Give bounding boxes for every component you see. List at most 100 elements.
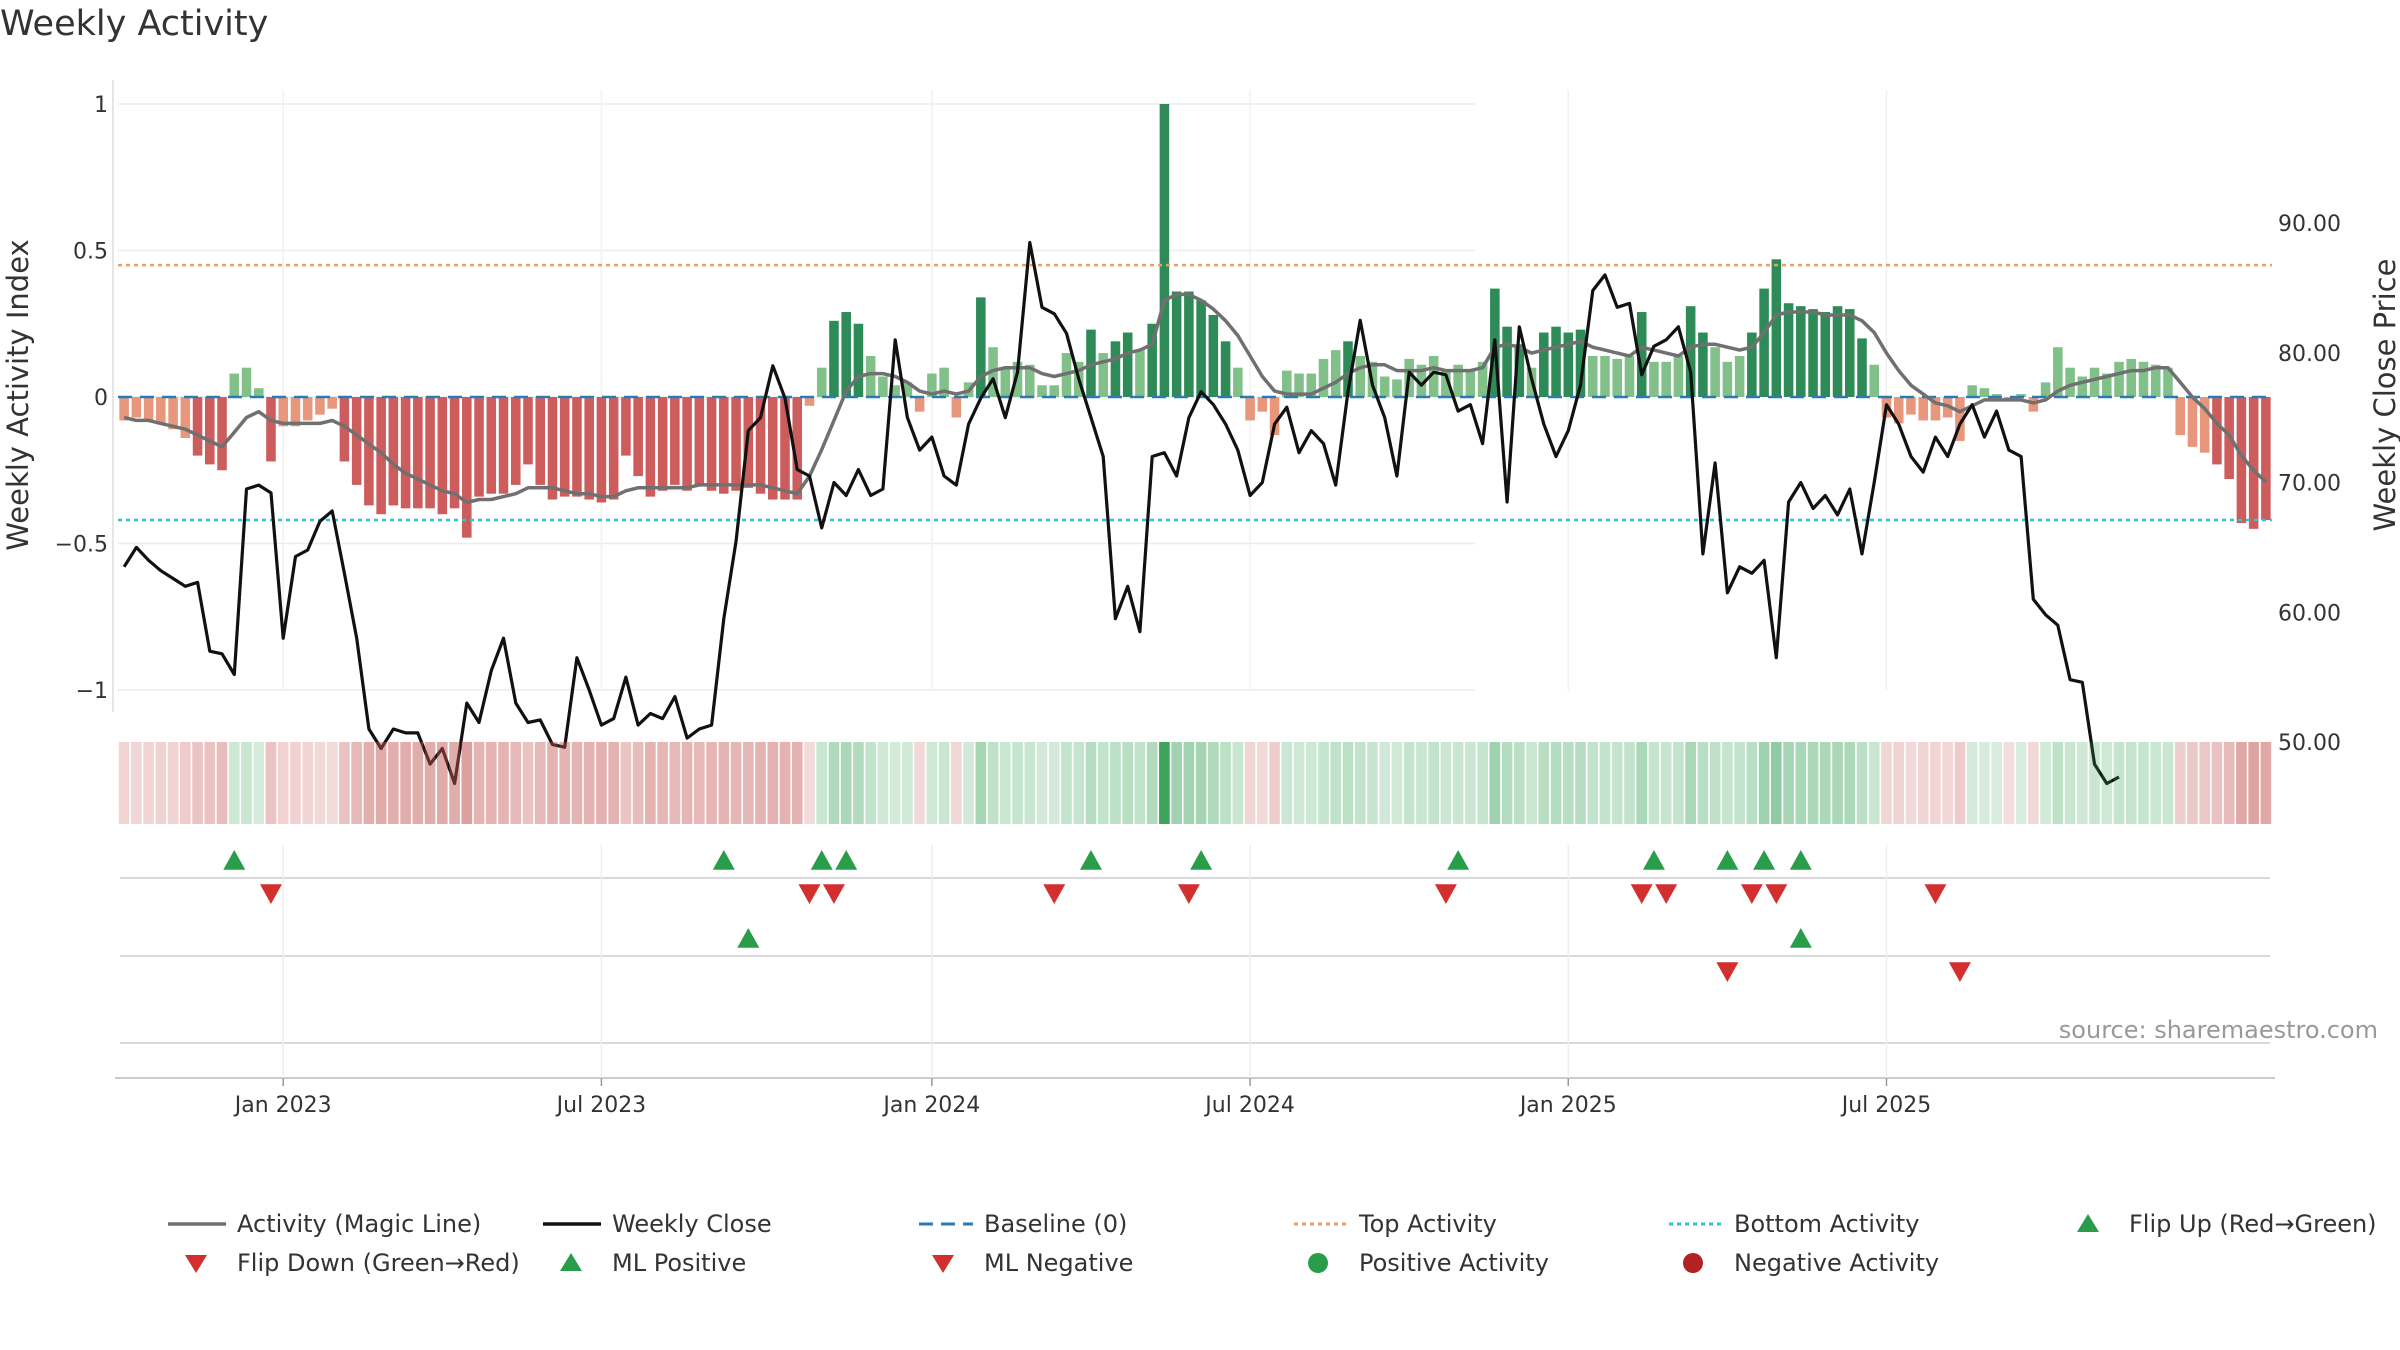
activity-bar [1110, 341, 1121, 397]
activity-bar [1453, 364, 1463, 397]
activity-bar [1808, 309, 1818, 397]
flip-down-marker [1924, 884, 1947, 904]
heat-cell [1208, 742, 1219, 824]
activity-bar [1122, 332, 1133, 397]
activity-bar [229, 373, 240, 397]
heat-cell [1171, 742, 1182, 824]
activity-bar [1233, 367, 1243, 397]
heat-cell [779, 742, 791, 824]
legend-label: Flip Down (Green→Red) [237, 1249, 520, 1277]
heat-cell [2076, 742, 2088, 824]
heat-cell [2113, 742, 2125, 824]
activity-bar [584, 397, 594, 500]
activity-bar [657, 397, 668, 491]
heat-cell [1379, 742, 1391, 824]
heat-cell [2040, 742, 2051, 824]
heat-cell [2003, 742, 2015, 824]
heat-cell [1342, 742, 1354, 824]
activity-bar [278, 397, 288, 427]
heat-cell [1832, 742, 1843, 824]
heat-cell [645, 742, 656, 824]
heat-cell [1122, 742, 1134, 824]
activity-bar [1587, 355, 1598, 397]
heat-cell [363, 742, 375, 824]
heat-cell [1648, 742, 1660, 824]
chart-title: Weekly Activity [0, 4, 269, 44]
heat-cell [400, 742, 411, 824]
activity-bar [976, 297, 986, 397]
activity-bar [1734, 355, 1745, 397]
heat-cell [473, 742, 485, 824]
legend-symbol [2077, 1214, 2099, 1232]
heat-cell [902, 742, 913, 824]
legend-label: ML Negative [984, 1249, 1133, 1277]
heat-cell [1709, 742, 1721, 824]
activity-bar [1930, 397, 1941, 421]
flip-up-marker [1190, 850, 1213, 870]
activity-bar [413, 397, 423, 509]
activity-bar [621, 397, 631, 456]
legend-symbol [1308, 1253, 1328, 1273]
activity-bar [2053, 347, 2063, 397]
heat-cell [302, 742, 314, 824]
heat-cell [1048, 742, 1060, 824]
legend-triangle-up [2077, 1214, 2099, 1232]
activity-bar [1612, 358, 1623, 397]
heat-cell [571, 742, 583, 824]
heat-cell [2089, 742, 2100, 824]
heat-cell [1991, 742, 2002, 824]
activity-bar [755, 397, 766, 494]
heat-cell [2211, 742, 2223, 824]
activity-bar [670, 397, 680, 485]
heat-cell [2064, 742, 2076, 824]
heat-cell [1012, 742, 1023, 824]
activity-bar [829, 320, 839, 397]
legend-label: ML Positive [612, 1249, 746, 1277]
activity-bar [1208, 314, 1219, 397]
y-axis-ticks: 1 0.5 0 −0.5 −1 90.00 80.00 70.00 60.00 50.00 [55, 93, 2341, 756]
activity-bar [694, 397, 705, 485]
heat-cell [1452, 742, 1464, 824]
activity-bar [865, 355, 876, 397]
magic-line [123, 292, 2268, 505]
activity-bar [914, 397, 925, 412]
activity-bar [1747, 332, 1757, 397]
heat-cell [1318, 742, 1329, 824]
activity-bar [486, 397, 497, 494]
activity-bar [2175, 397, 2185, 436]
flip-down-marker [1740, 884, 1763, 904]
heat-cell [1917, 742, 1929, 824]
activity-bar [1477, 361, 1488, 397]
activity-bar [853, 323, 864, 397]
activity-bar [890, 385, 900, 397]
heat-cell [1281, 742, 1293, 824]
flip-down-marker [1655, 884, 1678, 904]
activity-bar [1771, 259, 1782, 397]
heat-cell [1979, 742, 1990, 824]
activity-bar [2236, 397, 2247, 523]
heat-cell [1354, 742, 1366, 824]
legend-circle [1683, 1253, 1703, 1273]
activity-bar [119, 397, 129, 421]
legend-triangle-down [932, 1255, 954, 1273]
activity-bar [1710, 347, 1720, 397]
heat-cell [1391, 742, 1403, 824]
activity-bar [1624, 355, 1635, 397]
activity-bar [1685, 306, 1696, 397]
heat-cell [412, 742, 424, 824]
heat-cell [755, 742, 766, 824]
heat-cell [596, 742, 607, 824]
activity-bar [376, 397, 386, 515]
heat-cell [1220, 742, 1231, 824]
activity-bar [2138, 361, 2149, 397]
x-tick-label: Jan 2025 [1518, 1093, 1617, 1118]
legend-label: Weekly Close [612, 1210, 772, 1238]
activity-bar [400, 397, 411, 509]
legend-triangle-up [560, 1253, 582, 1271]
heat-cell [2248, 742, 2259, 824]
heat-cell [437, 742, 448, 824]
activity-bar [804, 397, 815, 406]
right-tick-label: 50.00 [2278, 731, 2341, 756]
activity-bar [792, 397, 803, 500]
activity-bar [474, 397, 484, 497]
